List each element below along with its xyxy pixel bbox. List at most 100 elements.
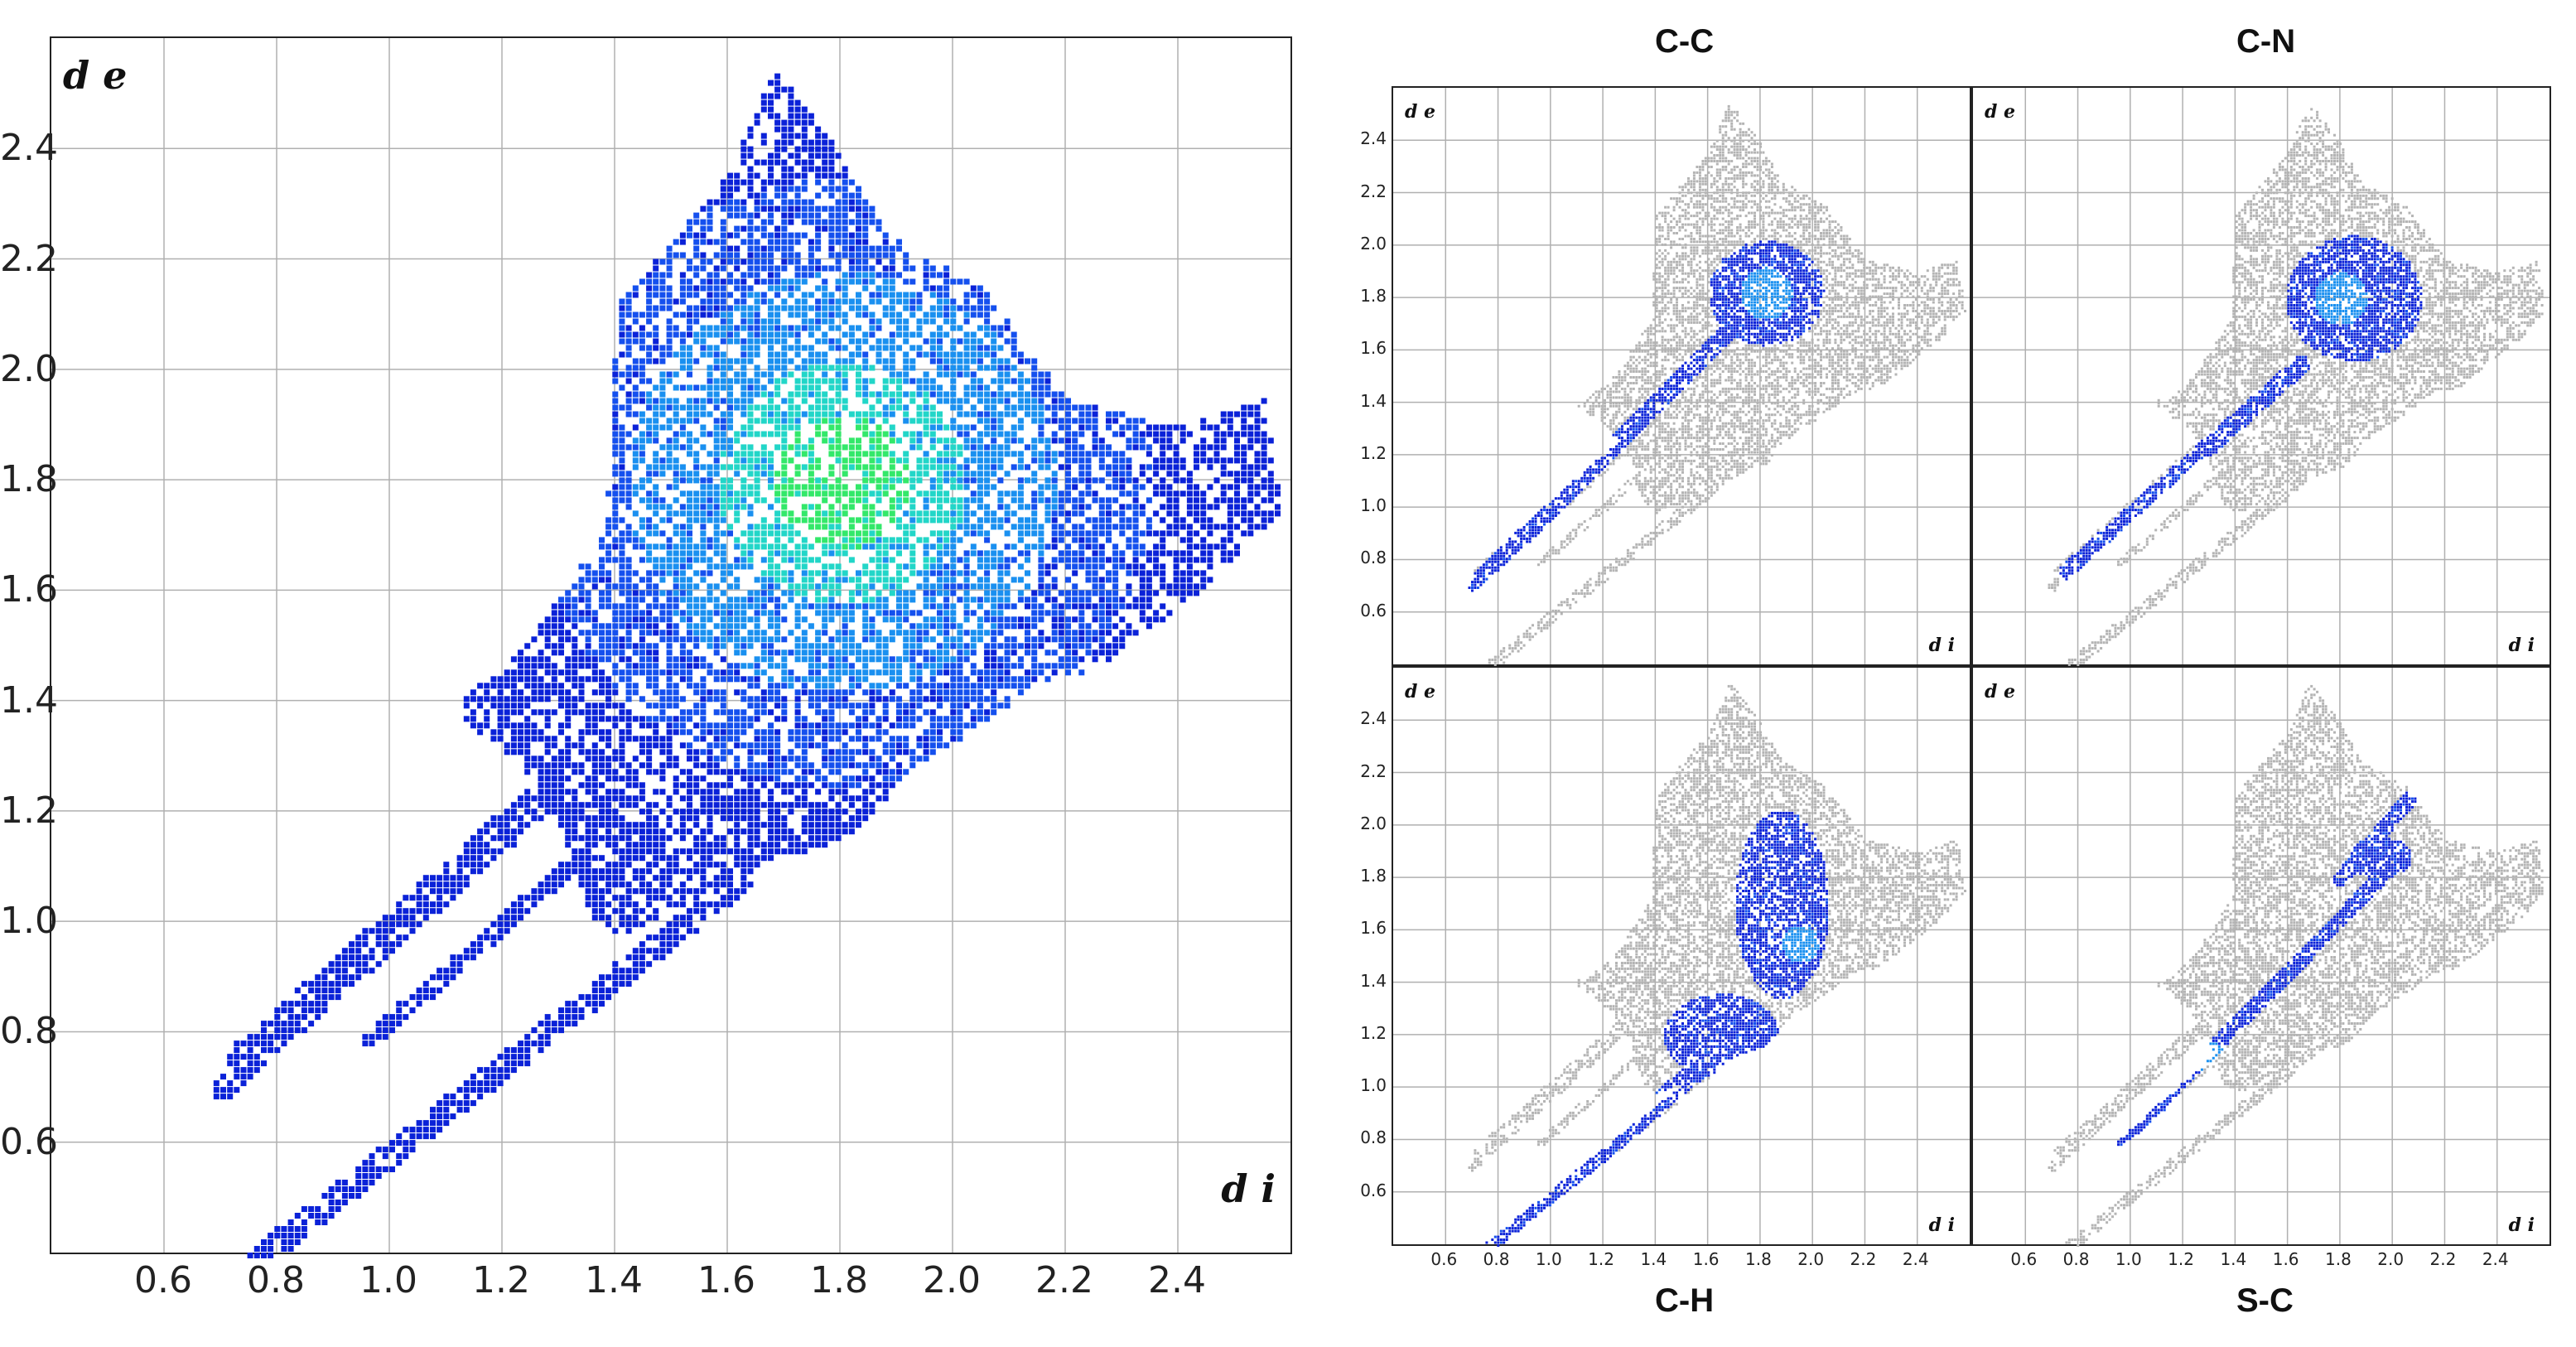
data-point xyxy=(382,928,388,934)
data-point xyxy=(666,881,673,888)
data-point xyxy=(734,742,740,749)
data-point xyxy=(497,828,504,835)
data-point xyxy=(963,630,970,636)
data-point xyxy=(963,683,970,689)
data-point xyxy=(842,636,848,643)
data-point xyxy=(653,729,659,736)
data-point xyxy=(828,537,835,543)
data-point xyxy=(490,702,497,709)
data-point xyxy=(707,689,713,696)
data-point xyxy=(937,623,943,630)
data-point xyxy=(869,683,876,689)
data-point xyxy=(612,610,619,616)
data-point xyxy=(856,451,861,457)
data-point xyxy=(727,875,733,881)
data-point xyxy=(484,1087,490,1094)
data-point xyxy=(842,464,848,471)
data-point xyxy=(734,371,740,378)
data-point xyxy=(666,464,673,471)
data-point xyxy=(909,656,916,663)
data-point xyxy=(518,1040,523,1047)
data-point xyxy=(740,278,747,285)
data-point xyxy=(822,603,828,610)
data-point xyxy=(653,490,659,497)
data-point xyxy=(882,543,889,550)
data-point xyxy=(801,219,808,225)
data-point xyxy=(234,1054,240,1060)
data-point xyxy=(916,437,923,444)
data-point xyxy=(889,669,895,676)
data-point xyxy=(774,550,781,557)
data-point xyxy=(572,656,578,663)
data-point xyxy=(619,656,625,663)
data-point xyxy=(639,345,645,351)
data-point xyxy=(585,815,591,822)
data-point xyxy=(740,146,747,152)
data-point xyxy=(720,424,726,431)
data-point xyxy=(903,630,909,636)
data-point xyxy=(923,351,929,358)
data-point xyxy=(687,709,692,716)
data-point xyxy=(929,736,936,742)
data-point xyxy=(679,782,686,789)
data-point xyxy=(842,828,848,835)
data-point xyxy=(700,305,707,311)
data-point xyxy=(687,398,692,404)
data-point xyxy=(747,378,754,384)
data-point xyxy=(490,855,497,862)
data-point xyxy=(510,815,517,822)
data-point xyxy=(646,524,653,530)
data-point xyxy=(903,497,909,504)
data-point xyxy=(673,331,679,338)
data-point xyxy=(794,192,801,199)
data-point xyxy=(687,729,692,736)
data-point xyxy=(856,822,861,828)
data-point xyxy=(639,656,645,663)
data-point xyxy=(929,669,936,676)
data-point xyxy=(760,702,767,709)
data-point xyxy=(822,736,828,742)
data-point xyxy=(740,742,747,749)
data-point xyxy=(679,590,686,596)
data-point xyxy=(396,1133,403,1140)
data-point xyxy=(687,557,692,563)
data-point xyxy=(760,331,767,338)
data-point xyxy=(713,623,720,630)
data-point xyxy=(876,464,882,471)
data-point xyxy=(937,285,943,292)
data-point xyxy=(524,702,531,709)
data-point xyxy=(842,490,848,497)
data-point xyxy=(551,610,557,616)
data-point xyxy=(612,411,619,418)
data-point xyxy=(828,225,835,232)
data-point xyxy=(625,331,632,338)
data-point xyxy=(760,543,767,550)
data-point xyxy=(294,1233,301,1238)
data-point xyxy=(822,596,828,603)
data-point xyxy=(929,358,936,365)
data-point xyxy=(822,583,828,590)
data-point xyxy=(227,1060,234,1067)
data-point xyxy=(625,981,632,987)
data-point xyxy=(646,888,653,895)
data-point xyxy=(916,345,923,351)
data-point xyxy=(794,464,801,471)
data-point xyxy=(828,159,835,166)
data-point xyxy=(707,782,713,789)
data-point xyxy=(781,239,788,245)
data-point xyxy=(909,636,916,643)
data-point xyxy=(754,862,760,868)
data-point xyxy=(619,404,625,411)
data-point xyxy=(585,596,591,603)
data-point xyxy=(693,815,700,822)
data-point xyxy=(842,225,848,232)
data-point xyxy=(822,623,828,630)
data-point xyxy=(774,192,781,199)
data-point xyxy=(822,537,828,543)
data-point xyxy=(970,378,977,384)
data-point xyxy=(950,497,957,504)
data-point xyxy=(619,636,625,643)
data-point xyxy=(963,371,970,378)
data-point xyxy=(625,795,632,802)
data-point xyxy=(815,212,822,219)
